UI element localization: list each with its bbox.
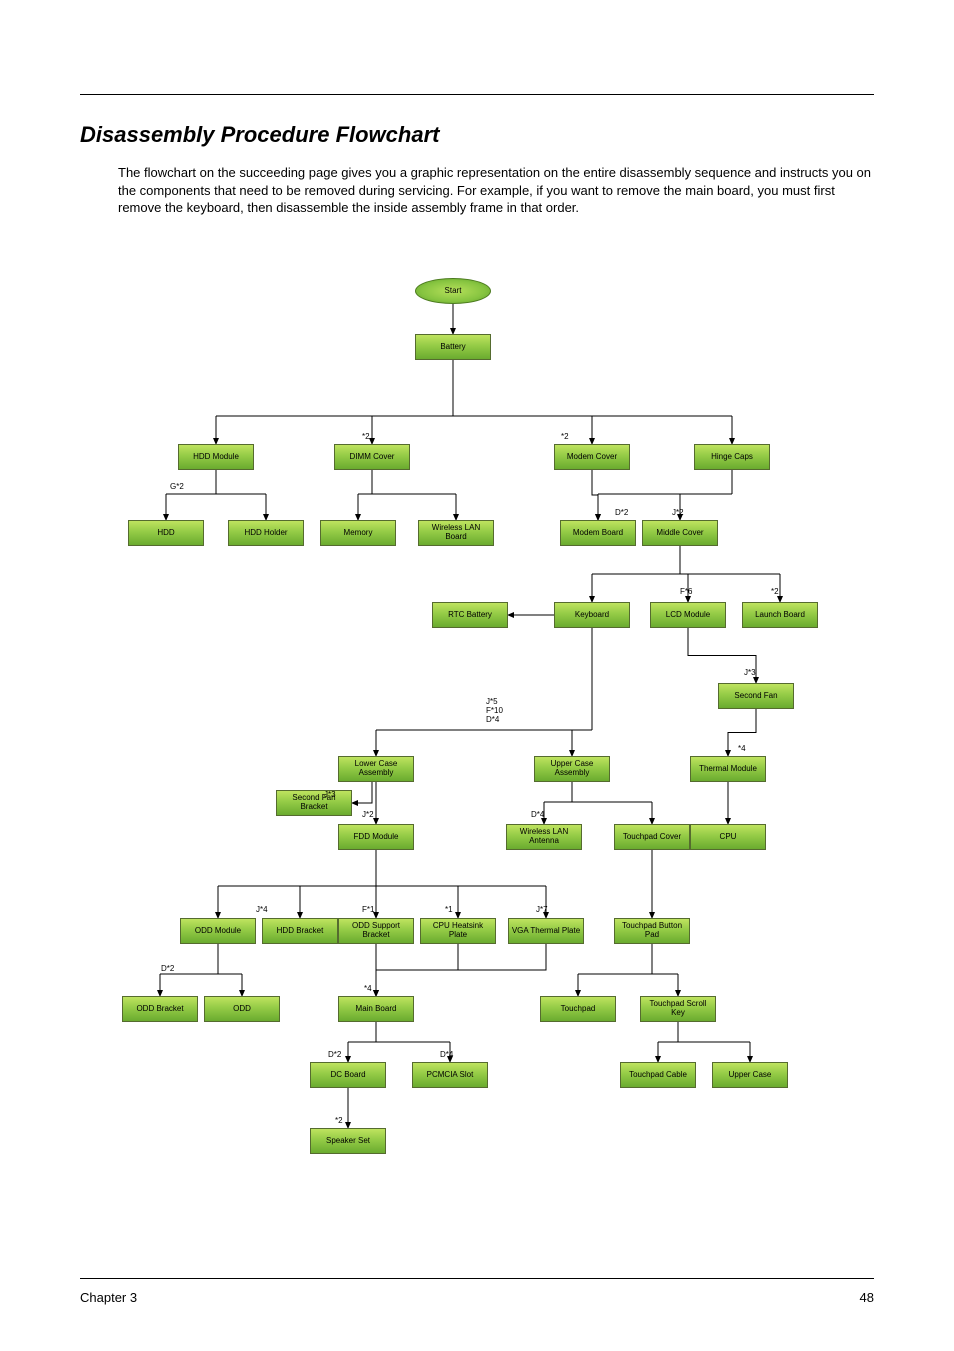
edge-label: J*2 — [362, 810, 374, 819]
node-start: Start — [415, 278, 491, 304]
node-touchpad_sk: Touchpad Scroll Key — [640, 996, 716, 1022]
node-vga_thermal: VGA Thermal Plate — [508, 918, 584, 944]
node-speaker_set: Speaker Set — [310, 1128, 386, 1154]
edge-label: F*1 — [362, 905, 374, 914]
node-pcmcia_slot: PCMCIA Slot — [412, 1062, 488, 1088]
node-modem_board: Modem Board — [560, 520, 636, 546]
edge-label: D*2 — [161, 964, 174, 973]
node-fdd_module: FDD Module — [338, 824, 414, 850]
node-hinge_caps: Hinge Caps — [694, 444, 770, 470]
node-second_fan: Second Fan — [718, 683, 794, 709]
node-dimm_cover: DIMM Cover — [334, 444, 410, 470]
edge-label: D*4 — [440, 1050, 453, 1059]
node-touchpad_cov: Touchpad Cover — [614, 824, 690, 850]
node-hdd_holder: HDD Holder — [228, 520, 304, 546]
node-lower_case: Lower Case Assembly — [338, 756, 414, 782]
footer-left: Chapter 3 — [80, 1290, 137, 1305]
edge-label: F*6 — [680, 587, 692, 596]
edge-label: G*2 — [170, 482, 184, 491]
edge-label: J*3 — [324, 790, 336, 799]
node-second_fan_br: Second Fan Bracket — [276, 790, 352, 816]
node-thermal_mod: Thermal Module — [690, 756, 766, 782]
edge-label: J*7 — [536, 905, 548, 914]
node-odd: ODD — [204, 996, 280, 1022]
node-touchpad_btn: Touchpad Button Pad — [614, 918, 690, 944]
node-battery: Battery — [415, 334, 491, 360]
node-cpu: CPU — [690, 824, 766, 850]
node-hdd: HDD — [128, 520, 204, 546]
flowchart: Start Battery HDD Module DIMM Cover Modem Co… — [0, 0, 954, 1351]
node-memory: Memory — [320, 520, 396, 546]
node-upper_case: Upper Case Assembly — [534, 756, 610, 782]
footer-right: 48 — [860, 1290, 874, 1305]
node-wlan_ant: Wireless LAN Antenna — [506, 824, 582, 850]
node-modem_cover: Modem Cover — [554, 444, 630, 470]
node-touchpad: Touchpad — [540, 996, 616, 1022]
edge-label: *2 — [561, 432, 569, 441]
node-main_board: Main Board — [338, 996, 414, 1022]
node-middle_cover: Middle Cover — [642, 520, 718, 546]
node-lcd_module: LCD Module — [650, 602, 726, 628]
edge-label: J*5F*10D*4 — [486, 697, 503, 724]
node-touchpad_cbl: Touchpad Cable — [620, 1062, 696, 1088]
node-launch_board: Launch Board — [742, 602, 818, 628]
edge-label: J*4 — [256, 905, 268, 914]
edge-label: *2 — [771, 587, 779, 596]
node-rtc_battery: RTC Battery — [432, 602, 508, 628]
node-wlan_board: Wireless LAN Board — [418, 520, 494, 546]
edge-label: *2 — [335, 1116, 343, 1125]
node-odd_sup_br: ODD Support Bracket — [338, 918, 414, 944]
edge-label: D*4 — [531, 810, 544, 819]
node-hdd_module: HDD Module — [178, 444, 254, 470]
node-dc_board: DC Board — [310, 1062, 386, 1088]
node-keyboard: Keyboard — [554, 602, 630, 628]
edge-label: *2 — [362, 432, 370, 441]
edge-label: *4 — [364, 984, 372, 993]
page-footer: Chapter 3 48 — [80, 1290, 874, 1305]
node-hdd_bracket: HDD Bracket — [262, 918, 338, 944]
edge-label: *1 — [445, 905, 453, 914]
edge-label: *4 — [738, 744, 746, 753]
node-cpu_heatsink: CPU Heatsink Plate — [420, 918, 496, 944]
edge-label: D*2 — [328, 1050, 341, 1059]
node-upper_case_f: Upper Case — [712, 1062, 788, 1088]
node-odd_bracket: ODD Bracket — [122, 996, 198, 1022]
node-odd_module: ODD Module — [180, 918, 256, 944]
edge-label: J*3 — [744, 668, 756, 677]
edge-label: D*2 — [615, 508, 628, 517]
edge-label: J*2 — [672, 508, 684, 517]
